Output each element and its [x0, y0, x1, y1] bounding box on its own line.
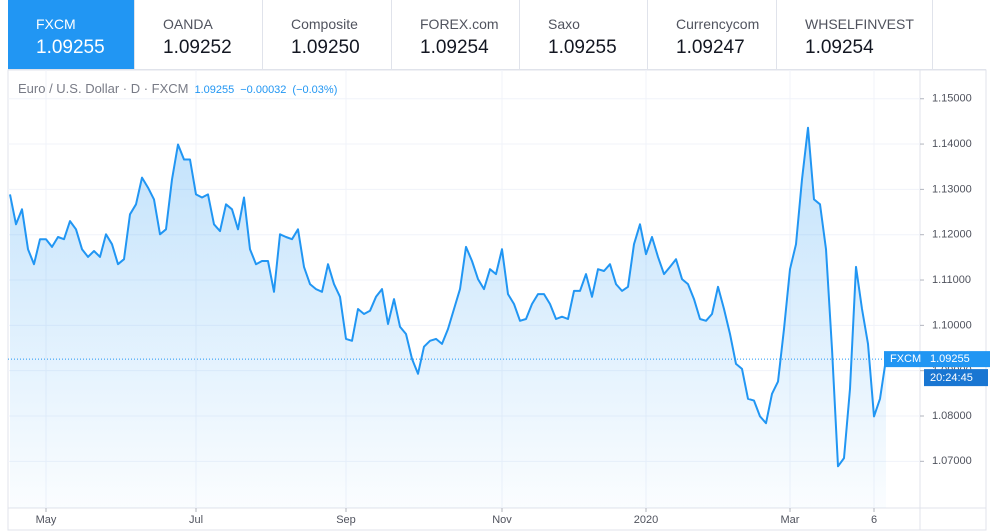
y-tick-label: 1.13000 [932, 183, 972, 195]
y-tick-label: 1.14000 [932, 138, 972, 150]
last-price: 1.09255 [194, 84, 235, 96]
x-tick-label: 6 [871, 514, 877, 526]
symbol-title: Euro / U.S. Dollar · D · FXCM [18, 81, 189, 96]
tab-price: 1.09247 [676, 37, 745, 58]
x-tick-label: 2020 [634, 514, 658, 526]
price-label-bg [884, 351, 990, 368]
price-line [9, 126, 887, 468]
tab-price: 1.09252 [163, 37, 232, 58]
source-tab[interactable]: FOREX.com 1.09254 [392, 0, 520, 69]
tab-name: Composite [291, 16, 358, 32]
tab-price: 1.09250 [291, 37, 360, 58]
tab-name: Saxo [548, 16, 580, 32]
y-tick-label: 1.12000 [932, 229, 972, 241]
tab-name: FOREX.com [420, 16, 499, 32]
x-tick-label: Nov [492, 514, 512, 526]
price-label-source: FXCM [890, 353, 921, 365]
source-tab[interactable]: Composite 1.09250 [263, 0, 392, 69]
tab-price: 1.09255 [548, 37, 617, 58]
tab-name: WHSELFINVEST [805, 16, 914, 32]
tab-price: 1.09254 [805, 37, 874, 58]
price-change-pct: (−0.03%) [292, 84, 338, 96]
y-tick-label: 1.11000 [932, 274, 971, 286]
chart-frame [7, 69, 987, 531]
y-tick-label: 1.15000 [932, 93, 972, 105]
y-tick-label: 1.10000 [932, 319, 972, 331]
x-tick-label: Sep [336, 514, 356, 526]
tab-name: OANDA [163, 16, 213, 32]
source-tab[interactable]: Currencycom 1.09247 [648, 0, 777, 69]
price-label-time: 20:24:45 [930, 372, 973, 384]
source-tab[interactable]: OANDA 1.09252 [135, 0, 263, 69]
price-label-value: 1.09255 [930, 353, 970, 365]
x-tick-label: May [36, 514, 57, 526]
tab-name: FXCM [36, 16, 76, 32]
y-tick-label: 1.07000 [932, 455, 972, 467]
source-tab[interactable]: WHSELFINVEST 1.09254 [777, 0, 933, 69]
tab-name: Currencycom [676, 16, 760, 32]
source-tabs: FXCM 1.09255 OANDA 1.09252 Composite 1.09250 F… [8, 0, 986, 70]
tab-price: 1.09255 [36, 37, 105, 58]
x-tick-label: Jul [189, 514, 203, 526]
chart-header: Euro / U.S. Dollar · D · FXCM 1.09255 −0… [18, 81, 337, 96]
source-tab[interactable]: FXCM 1.09255 [8, 0, 135, 69]
x-tick-label: Mar [781, 514, 800, 526]
price-change: −0.00032 [240, 84, 287, 96]
tab-price: 1.09254 [420, 37, 489, 58]
source-tab[interactable]: Saxo 1.09255 [520, 0, 648, 69]
area-fill [10, 127, 886, 508]
y-tick-label: 1.08000 [932, 410, 972, 422]
price-label-time-bg [924, 369, 988, 387]
